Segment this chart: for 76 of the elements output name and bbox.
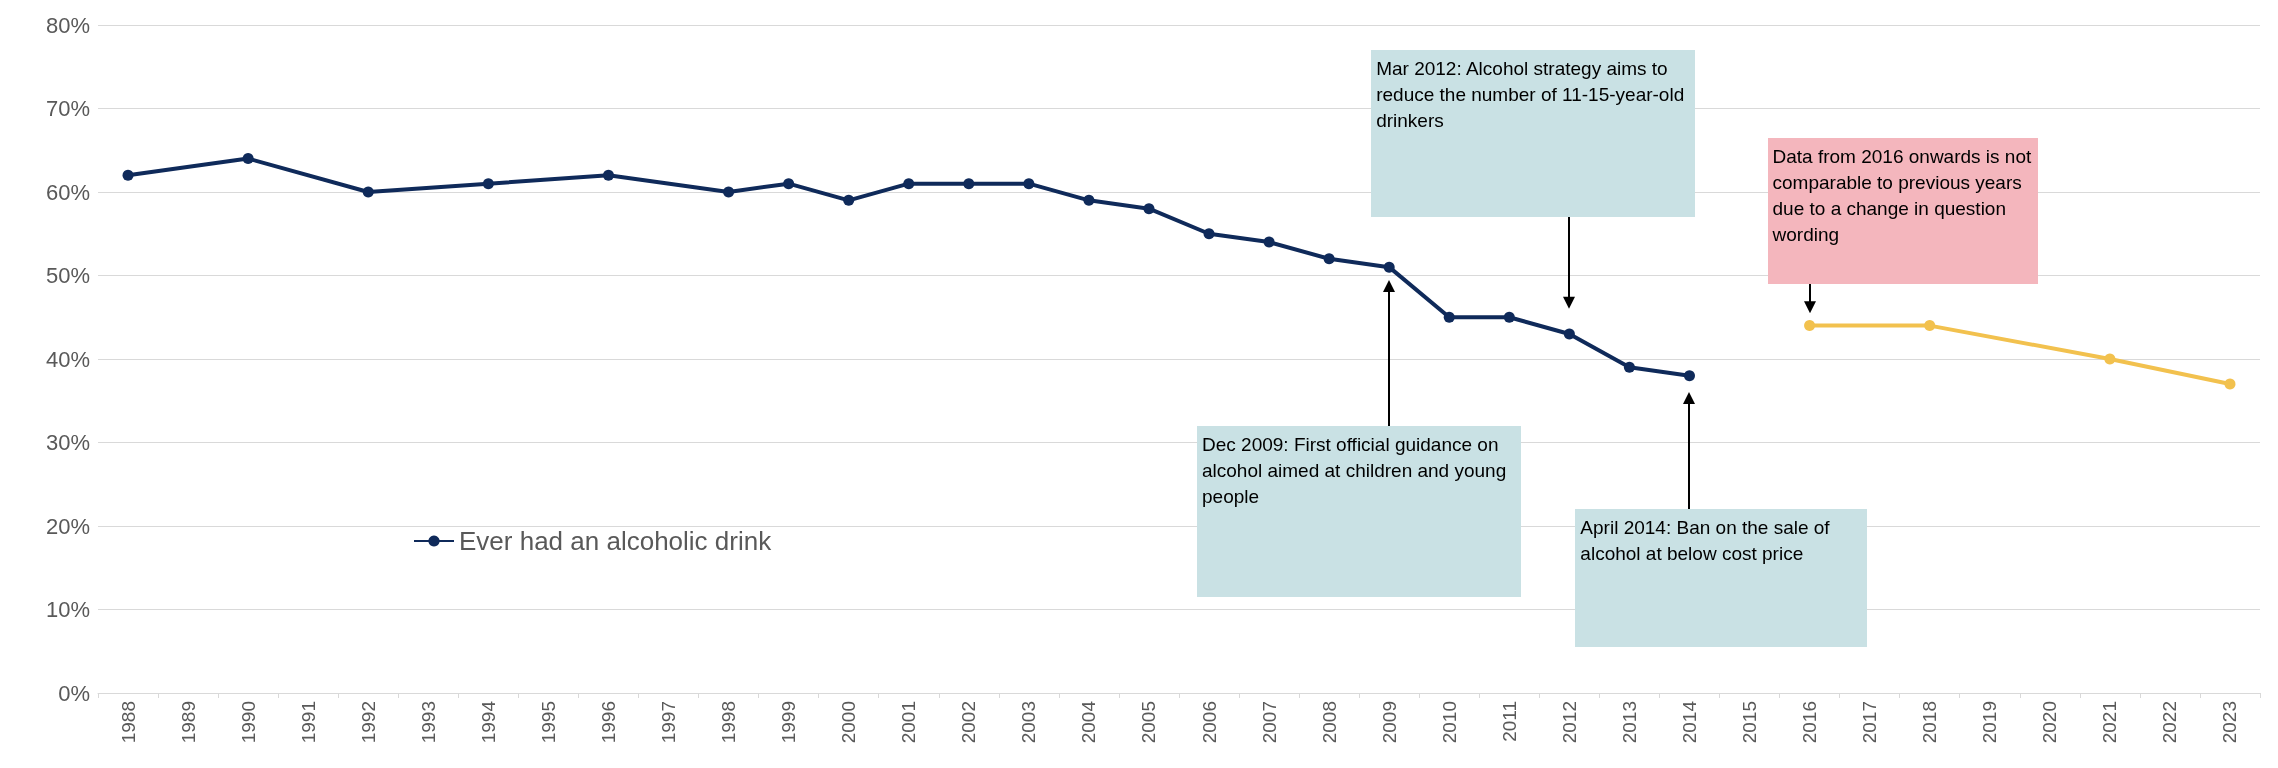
x-tick-label: 2023 xyxy=(2219,701,2241,744)
x-tick-label: 2015 xyxy=(1739,701,1761,744)
point xyxy=(242,153,254,165)
x-tick-label: 2005 xyxy=(1138,701,1160,744)
x-tick-label: 1990 xyxy=(237,701,259,744)
note-box: Data from 2016 onwards is not comparable to previous years due to a change in question wording xyxy=(1767,137,2038,284)
x-tick-label: 2013 xyxy=(1618,701,1640,744)
x-tick-label: 2012 xyxy=(1558,701,1580,744)
x-tick-label: 2004 xyxy=(1078,700,1100,744)
x-tick-label: 2017 xyxy=(1859,701,1881,744)
x-tick-label: 2003 xyxy=(1018,701,1040,744)
point xyxy=(1563,328,1575,340)
x-tick-label: 2008 xyxy=(1318,701,1340,744)
y-tick-label: 80% xyxy=(45,12,90,38)
x-tick-label: 2016 xyxy=(1799,701,1821,744)
note-box: Dec 2009: First official guidance on alcohol aimed at children and young people xyxy=(1197,425,1522,597)
x-tick-label: 2018 xyxy=(1919,701,1941,744)
point xyxy=(1383,261,1395,273)
point xyxy=(482,178,494,190)
x-tick-label: 2001 xyxy=(898,701,920,744)
point xyxy=(122,169,134,181)
point xyxy=(2224,378,2236,390)
y-tick-label: 0% xyxy=(58,680,90,706)
x-tick-label: 2009 xyxy=(1378,701,1400,744)
x-tick-label: 1998 xyxy=(718,701,740,744)
y-tick-label: 20% xyxy=(45,513,90,539)
x-tick-label: 2000 xyxy=(838,701,860,744)
x-tick-label: 2022 xyxy=(2159,701,2181,744)
x-tick-label: 2021 xyxy=(2099,701,2121,744)
x-tick-label: 2020 xyxy=(2039,701,2061,744)
point xyxy=(1263,236,1275,248)
y-tick-label: 70% xyxy=(45,96,90,121)
x-tick-label: 1997 xyxy=(658,701,680,744)
x-tick-label: 1988 xyxy=(117,701,139,744)
x-tick-label: 2011 xyxy=(1498,701,1520,742)
point xyxy=(783,178,795,190)
x-tick-label: 2002 xyxy=(958,701,980,744)
point xyxy=(1083,194,1095,206)
x-tick-label: 2010 xyxy=(1438,701,1460,744)
point xyxy=(1683,370,1695,382)
note-box: Mar 2012: Alcohol strategy aims to reduce the number of 11-15-year-old drinkers xyxy=(1371,50,1696,218)
point xyxy=(362,186,374,198)
point xyxy=(1023,178,1035,190)
x-tick-label: 2006 xyxy=(1198,701,1220,744)
x-tick-label: 2019 xyxy=(1979,701,2001,744)
y-tick-label: 60% xyxy=(45,179,90,205)
x-tick-label: 1991 xyxy=(297,701,319,744)
point xyxy=(1924,320,1936,332)
x-tick-label: 1999 xyxy=(778,701,800,744)
y-tick-label: 10% xyxy=(45,597,90,622)
x-tick-label: 1993 xyxy=(417,701,439,744)
x-tick-label: 2014 xyxy=(1678,700,1700,744)
y-tick-label: 50% xyxy=(45,263,90,288)
point xyxy=(1804,320,1816,332)
point xyxy=(1503,311,1515,323)
point xyxy=(1443,311,1455,323)
point xyxy=(1203,228,1215,240)
point xyxy=(723,186,735,198)
x-tick-label: 1996 xyxy=(597,701,619,744)
x-tick-label: 1992 xyxy=(357,701,379,744)
x-tick-label: 1989 xyxy=(177,701,199,744)
legend-label: Ever had an alcoholic drink xyxy=(459,526,773,556)
point xyxy=(843,194,855,206)
point xyxy=(2104,353,2116,365)
point xyxy=(963,178,975,190)
point xyxy=(1143,203,1155,215)
y-tick-label: 40% xyxy=(45,346,90,372)
point xyxy=(903,178,915,190)
x-tick-label: 1995 xyxy=(537,701,559,744)
point xyxy=(1323,253,1335,265)
x-tick-label: 2007 xyxy=(1258,701,1280,744)
point xyxy=(602,169,614,181)
y-tick-label: 30% xyxy=(45,430,90,455)
note-box: April 2014: Ban on the sale of alcohol at below cost price xyxy=(1575,509,1867,648)
point xyxy=(1623,361,1635,373)
x-tick-label: 1994 xyxy=(477,700,499,744)
